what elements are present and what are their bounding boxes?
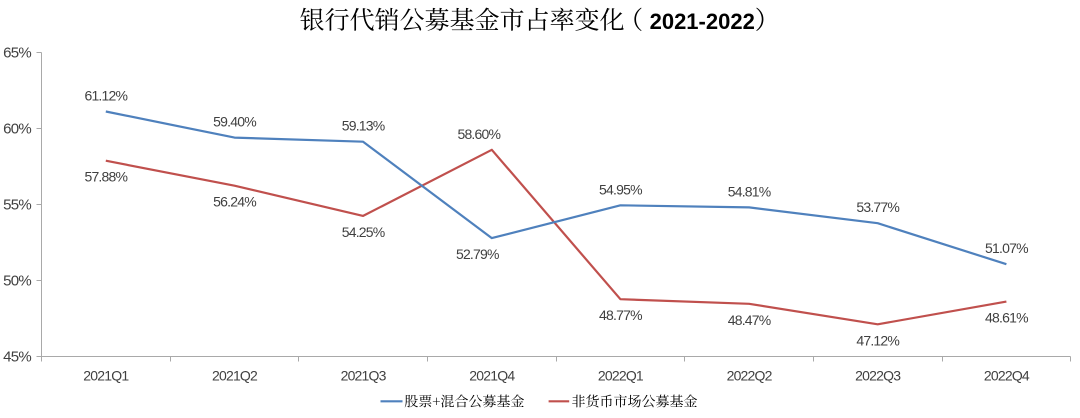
svg-text:2022Q2: 2022Q2 bbox=[727, 368, 773, 384]
svg-text:54.81%: 54.81% bbox=[728, 183, 771, 199]
svg-text:59.40%: 59.40% bbox=[213, 114, 256, 130]
svg-text:47.12%: 47.12% bbox=[856, 332, 899, 348]
svg-text:2022Q3: 2022Q3 bbox=[855, 368, 901, 384]
svg-text:2022Q1: 2022Q1 bbox=[598, 368, 644, 384]
svg-text:58.60%: 58.60% bbox=[457, 126, 500, 142]
svg-text:50%: 50% bbox=[3, 273, 31, 290]
svg-text:51.07%: 51.07% bbox=[985, 240, 1028, 256]
svg-text:54.95%: 54.95% bbox=[599, 181, 642, 197]
svg-text:2021Q4: 2021Q4 bbox=[469, 368, 515, 384]
svg-text:59.13%: 59.13% bbox=[342, 118, 385, 134]
svg-text:2021-2022: 2021-2022 bbox=[650, 9, 755, 34]
svg-text:48.47%: 48.47% bbox=[728, 312, 771, 328]
svg-text:53.77%: 53.77% bbox=[856, 199, 899, 215]
svg-text:2021Q1: 2021Q1 bbox=[83, 368, 129, 384]
svg-text:57.88%: 57.88% bbox=[84, 169, 127, 185]
svg-text:65%: 65% bbox=[3, 45, 31, 62]
svg-text:2021Q3: 2021Q3 bbox=[341, 368, 387, 384]
svg-text:54.25%: 54.25% bbox=[342, 224, 385, 240]
svg-text:48.61%: 48.61% bbox=[985, 310, 1028, 326]
svg-text:2022Q4: 2022Q4 bbox=[984, 368, 1030, 384]
svg-text:55%: 55% bbox=[3, 197, 31, 214]
svg-text:2021Q2: 2021Q2 bbox=[212, 368, 258, 384]
svg-text:48.77%: 48.77% bbox=[599, 307, 642, 323]
svg-text:45%: 45% bbox=[3, 349, 31, 366]
svg-text:56.24%: 56.24% bbox=[213, 194, 256, 210]
svg-text:61.12%: 61.12% bbox=[84, 88, 127, 104]
svg-text:60%: 60% bbox=[3, 121, 31, 138]
svg-text:52.79%: 52.79% bbox=[456, 246, 499, 262]
